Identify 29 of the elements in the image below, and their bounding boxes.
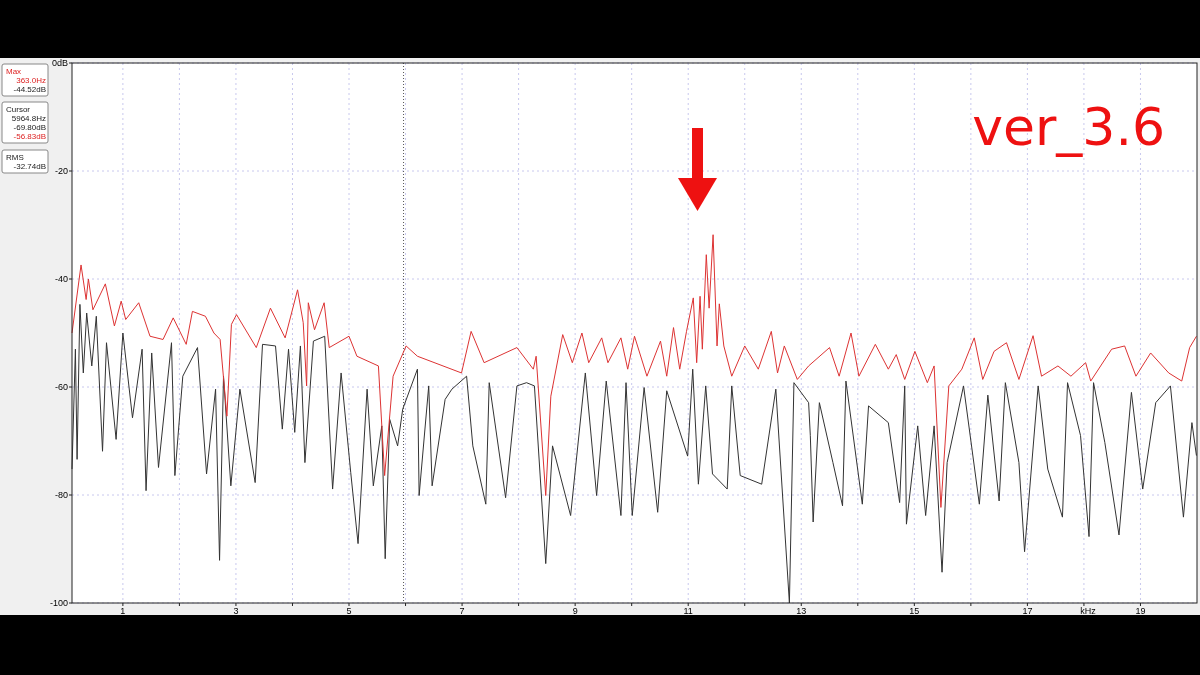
text: -32.74dB (13, 162, 46, 171)
x-tick-label: 11 (683, 606, 693, 616)
text: RMS (6, 153, 24, 162)
y-tick-label: -80 (54, 490, 68, 501)
x-tick-label: 15 (909, 606, 920, 616)
x-tick-label: 17 (1022, 606, 1033, 616)
y-tick-label: -40 (54, 274, 68, 285)
x-tick-label: 3 (233, 606, 239, 616)
text: Max (6, 67, 22, 76)
x-tick-label: 5 (346, 606, 352, 616)
line-series (71, 303, 1197, 604)
x-tick-label: 7 (459, 606, 465, 616)
text: 363.0Hz (16, 76, 46, 85)
text: Cursor (6, 105, 31, 114)
annotation: ver_3.6 (972, 97, 1165, 157)
text: -69.80dB (13, 123, 46, 132)
y-tick-label: 0dB (51, 58, 68, 69)
text: 5964.8Hz (11, 114, 46, 123)
x-tick-label: 19 (1135, 606, 1146, 616)
text: -44.52dB (13, 85, 46, 94)
x-tick-label: 1 (120, 606, 126, 616)
x-tick-label: 13 (796, 606, 807, 616)
text: -56.83dB (13, 132, 46, 141)
y-tick-label: -60 (54, 382, 68, 393)
y-tick-label: -100 (49, 598, 68, 609)
line-series (71, 234, 1197, 508)
y-tick-label: -20 (54, 166, 68, 177)
x-tick-label: 9 (572, 606, 578, 616)
x-axis-title: kHz (1080, 606, 1097, 616)
